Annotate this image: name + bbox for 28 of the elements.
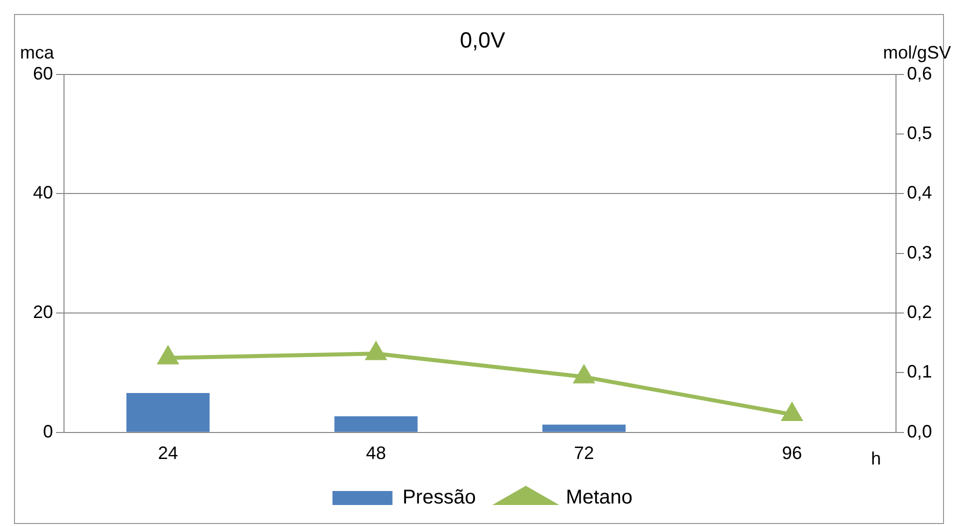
x-axis-title: h <box>870 448 881 468</box>
point <box>366 342 386 360</box>
y2-tick-label: 0,6 <box>906 63 932 84</box>
point <box>574 366 594 384</box>
y2-tick-label: 0,1 <box>906 362 932 382</box>
y-tick-label: 40 <box>32 182 54 203</box>
legend-label: Pressão <box>402 486 476 509</box>
y2-tick-label: 0,5 <box>906 123 932 144</box>
y-tick-label: 0 <box>43 421 54 442</box>
chart-title: 0,0V <box>460 27 506 52</box>
y2-tick-label: 0,0 <box>906 421 932 442</box>
x-tick-label: 48 <box>366 443 386 464</box>
x-tick-label: 96 <box>782 443 802 464</box>
legend-label: Metano <box>566 486 633 509</box>
y-axis-title: mca <box>20 42 55 62</box>
y-tick-label: 60 <box>32 63 54 84</box>
point <box>158 346 178 364</box>
x-tick-label: 24 <box>158 443 178 464</box>
bar <box>542 424 626 432</box>
y2-tick-label: 0,2 <box>906 302 932 322</box>
bar <box>334 416 418 432</box>
bar <box>126 393 210 432</box>
x-tick-label: 72 <box>574 443 594 464</box>
y2-tick-label: 0,4 <box>906 182 932 203</box>
y2-tick-label: 0,3 <box>906 242 932 262</box>
y-tick-label: 20 <box>32 302 54 322</box>
point <box>782 404 802 421</box>
y2-axis-title: mol/gSV <box>882 42 951 62</box>
